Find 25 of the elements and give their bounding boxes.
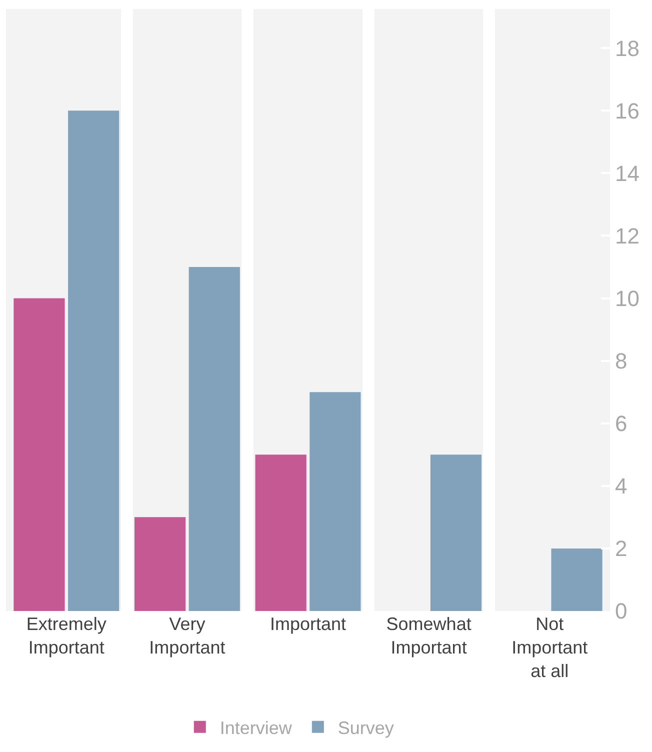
y-tick-label: 18	[615, 36, 640, 61]
x-tick-label: Somewhat Important	[386, 614, 472, 658]
bar	[310, 392, 361, 611]
x-tick-label: Very Important	[149, 614, 226, 658]
y-tick-label: 4	[615, 474, 628, 499]
bar	[134, 517, 186, 611]
bar	[430, 454, 482, 611]
bar	[255, 454, 306, 611]
y-tick-label: 2	[615, 536, 628, 562]
legend-label: Interview	[220, 718, 293, 738]
x-tick-label: Important	[270, 614, 346, 634]
y-tick-label: 0	[615, 598, 628, 624]
bar	[68, 110, 120, 611]
y-tick-label: 12	[615, 223, 640, 248]
y-tick-label: 8	[615, 348, 628, 374]
y-tick-label: 6	[615, 411, 628, 436]
y-tick-label: 10	[615, 286, 640, 311]
bar	[14, 298, 65, 611]
x-tick-label: Not Important at all	[512, 614, 588, 681]
bar	[188, 267, 240, 611]
y-tick-label: 16	[615, 98, 640, 124]
x-tick-label: Extremely Important	[26, 614, 106, 658]
y-tick-label: 14	[615, 160, 640, 186]
legend-label: Survey	[338, 718, 394, 738]
bar	[551, 548, 602, 611]
